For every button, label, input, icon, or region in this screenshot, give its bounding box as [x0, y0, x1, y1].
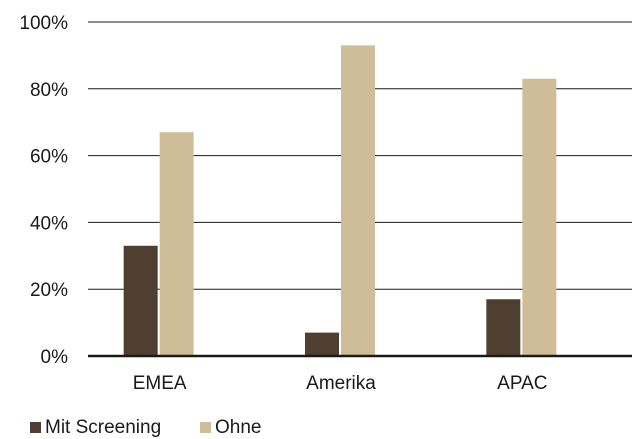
bars: [123, 45, 557, 356]
legend-swatch: [200, 422, 211, 433]
y-tick-label: 80%: [30, 80, 68, 101]
y-tick-label: 40%: [30, 213, 68, 234]
y-tick-label: 20%: [30, 280, 68, 301]
x-tick-label: Amerika: [306, 373, 376, 394]
bar-ohne-emea: [159, 132, 194, 356]
x-tick-label: APAC: [497, 373, 547, 394]
legend-label: Ohne: [215, 417, 261, 438]
bar-mit-screening-amerika: [305, 332, 339, 356]
x-axis-labels: EMEA Amerika APAC: [133, 373, 548, 394]
x-tick-label: EMEA: [133, 373, 187, 394]
legend-swatch: [30, 422, 41, 433]
y-tick-label: 0%: [41, 347, 69, 368]
bar-mit-screening-emea: [123, 245, 158, 356]
y-axis-ticks: 0% 20% 40% 60% 80% 100%: [19, 13, 68, 368]
bar-ohne-amerika: [341, 45, 375, 356]
y-tick-label: 60%: [30, 147, 68, 168]
bar-mit-screening-apac: [486, 299, 521, 356]
y-tick-label: 100%: [19, 13, 68, 34]
bar-ohne-apac: [522, 78, 557, 356]
legend: Mit Screening Ohne: [30, 417, 261, 438]
legend-label: Mit Screening: [45, 417, 161, 438]
